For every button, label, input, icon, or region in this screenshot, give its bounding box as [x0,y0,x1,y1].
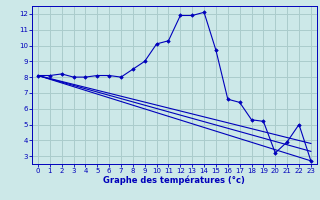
X-axis label: Graphe des températures (°c): Graphe des températures (°c) [103,176,245,185]
